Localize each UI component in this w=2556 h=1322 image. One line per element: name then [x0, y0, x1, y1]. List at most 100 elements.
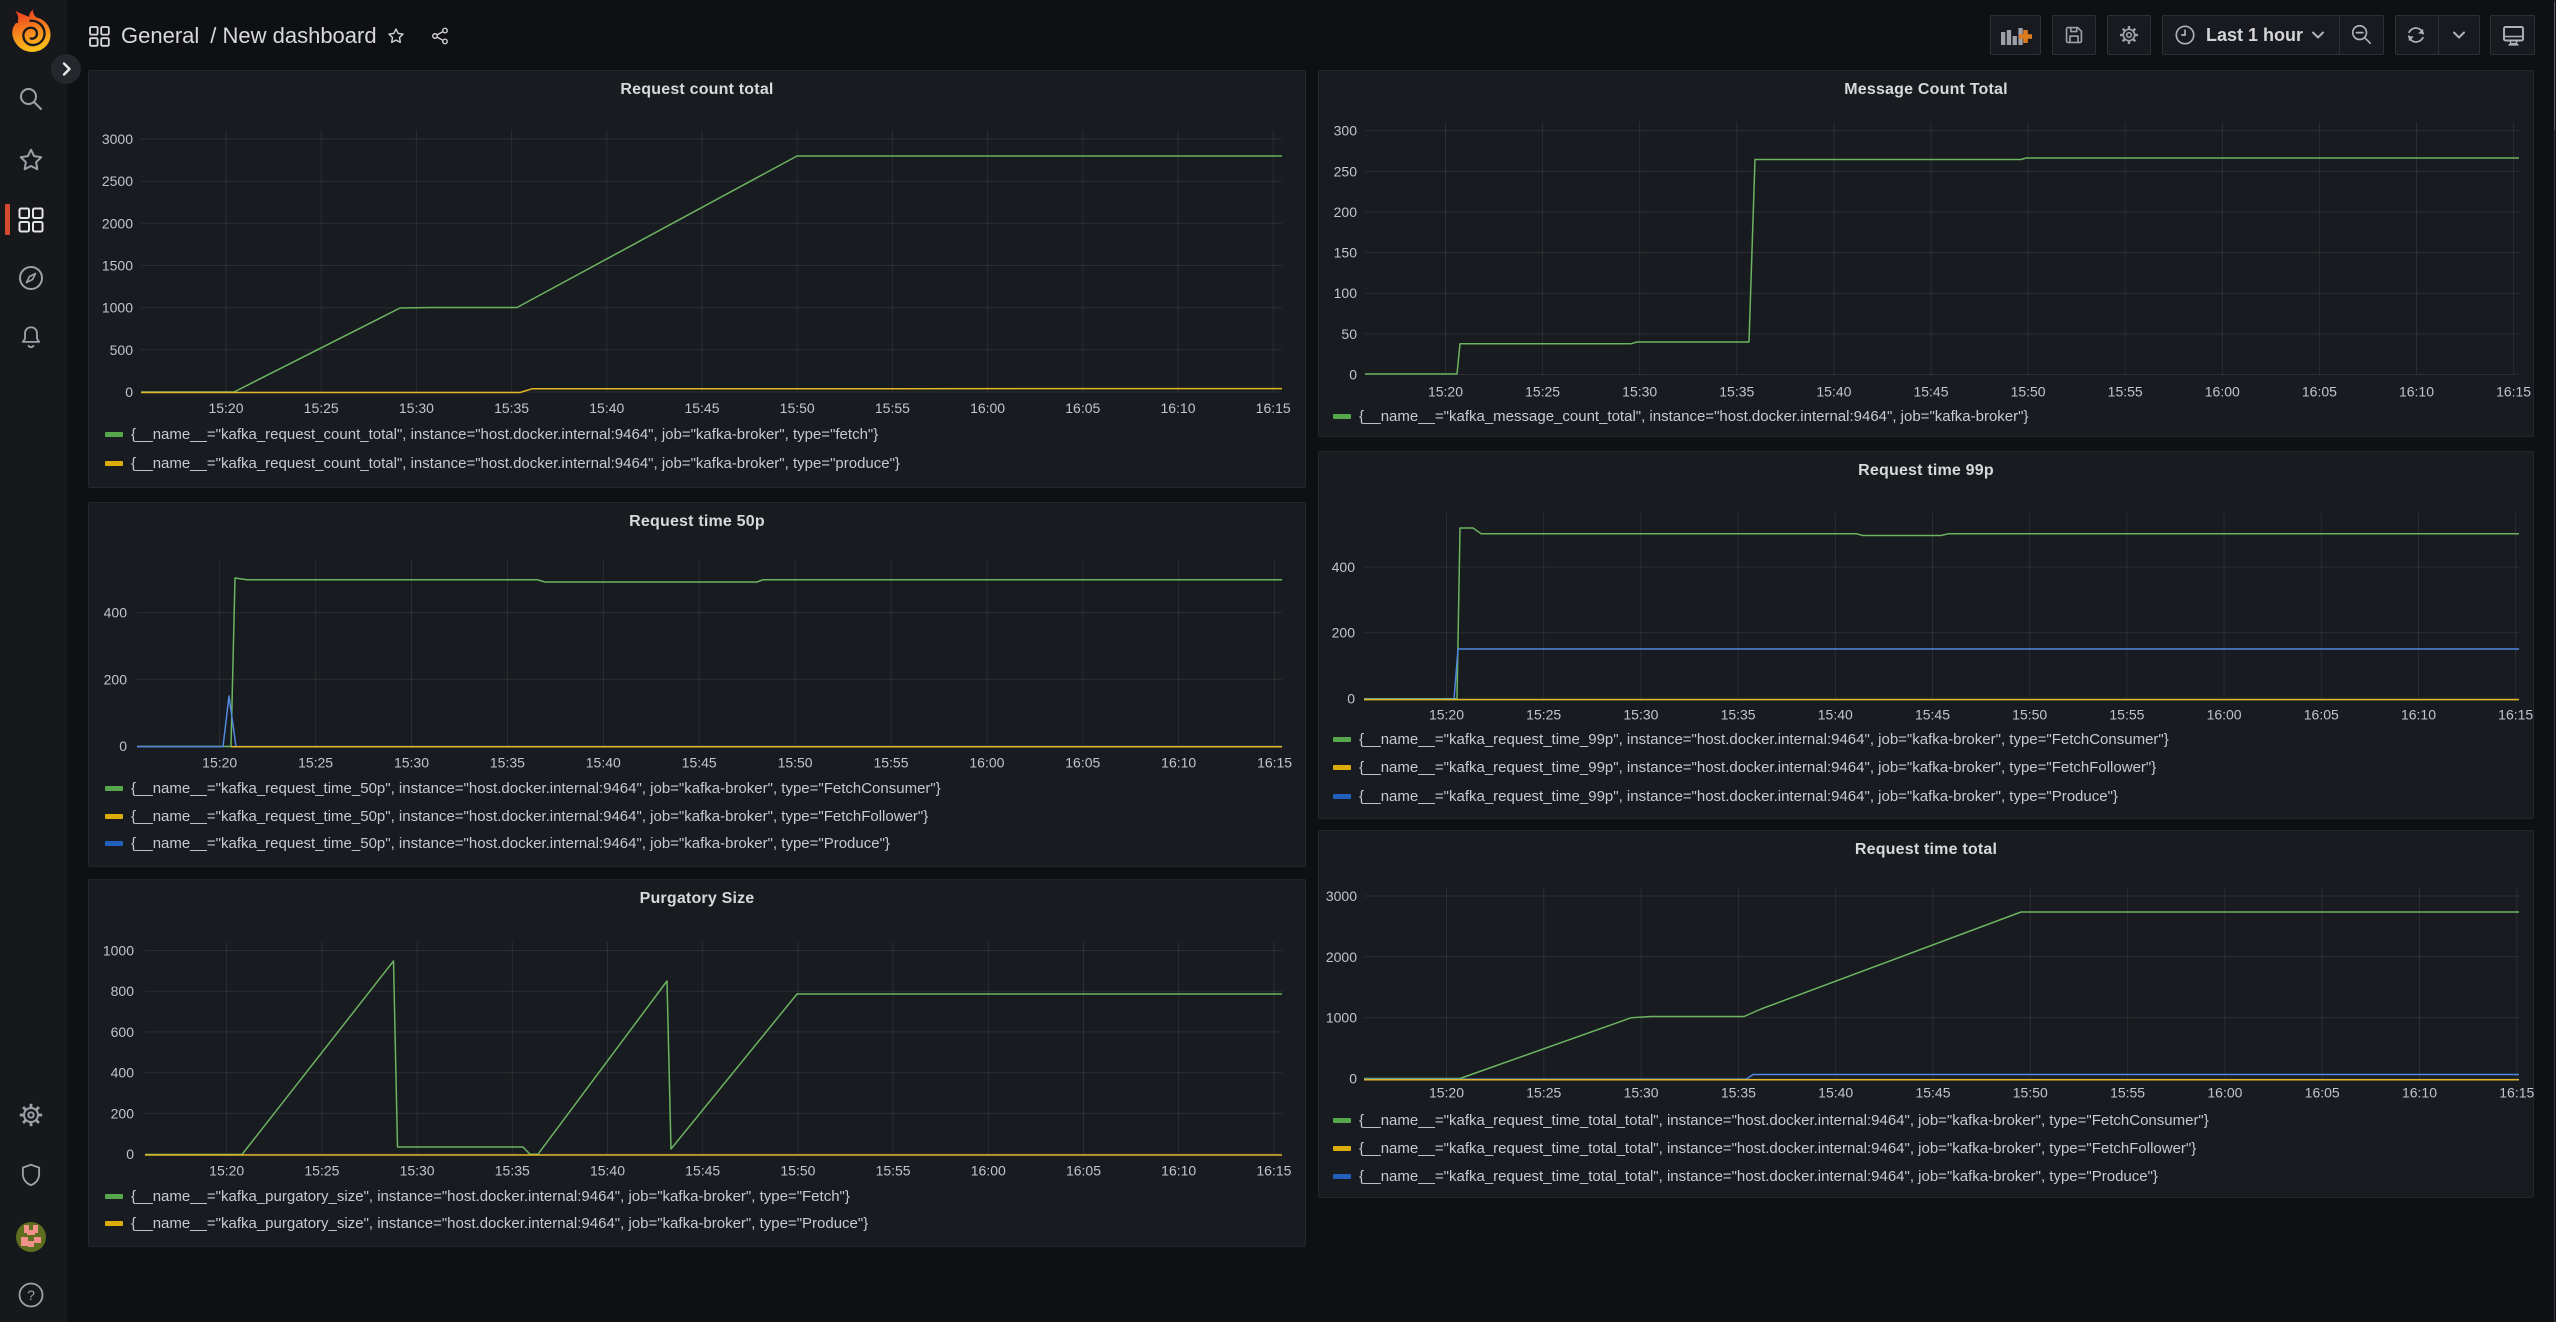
- svg-text:2000: 2000: [102, 215, 133, 231]
- svg-text:15:25: 15:25: [304, 1163, 339, 1179]
- svg-text:250: 250: [1334, 163, 1358, 179]
- svg-text:15:30: 15:30: [399, 400, 434, 416]
- svg-text:15:30: 15:30: [400, 1163, 435, 1179]
- svg-text:15:55: 15:55: [2110, 1085, 2145, 1101]
- svg-text:16:05: 16:05: [2304, 707, 2339, 723]
- svg-text:15:45: 15:45: [1915, 707, 1950, 723]
- svg-text:16:15: 16:15: [1256, 1163, 1291, 1179]
- svg-text:15:35: 15:35: [495, 1163, 530, 1179]
- svg-text:15:20: 15:20: [209, 1163, 244, 1179]
- svg-text:16:05: 16:05: [2305, 1085, 2340, 1101]
- svg-text:15:30: 15:30: [1624, 1085, 1659, 1101]
- svg-text:16:00: 16:00: [2205, 384, 2240, 400]
- svg-text:1000: 1000: [103, 943, 134, 959]
- svg-text:3000: 3000: [102, 131, 133, 147]
- svg-text:16:15: 16:15: [2496, 384, 2531, 400]
- svg-text:200: 200: [111, 1105, 135, 1121]
- svg-text:16:00: 16:00: [2207, 1085, 2242, 1101]
- svg-text:16:05: 16:05: [1066, 1163, 1101, 1179]
- svg-text:0: 0: [1349, 367, 1357, 383]
- svg-text:0: 0: [1349, 1070, 1357, 1086]
- svg-text:15:20: 15:20: [208, 400, 243, 416]
- svg-text:15:20: 15:20: [1428, 384, 1463, 400]
- svg-text:16:15: 16:15: [1257, 755, 1292, 771]
- svg-text:16:05: 16:05: [2302, 384, 2337, 400]
- svg-text:2500: 2500: [102, 173, 133, 189]
- svg-text:15:50: 15:50: [2012, 707, 2047, 723]
- svg-text:500: 500: [110, 342, 134, 358]
- svg-text:15:50: 15:50: [2013, 1085, 2048, 1101]
- svg-text:15:40: 15:40: [1818, 1085, 1853, 1101]
- svg-text:15:20: 15:20: [202, 755, 237, 771]
- svg-text:1000: 1000: [102, 300, 133, 316]
- svg-text:15:20: 15:20: [1429, 707, 1464, 723]
- svg-text:15:50: 15:50: [2011, 384, 2046, 400]
- svg-text:50: 50: [1341, 326, 1357, 342]
- svg-text:0: 0: [125, 384, 133, 400]
- svg-text:15:50: 15:50: [780, 400, 815, 416]
- svg-text:15:25: 15:25: [1526, 1085, 1561, 1101]
- svg-text:16:10: 16:10: [2399, 384, 2434, 400]
- svg-text:15:25: 15:25: [1526, 707, 1561, 723]
- svg-text:16:00: 16:00: [969, 755, 1004, 771]
- svg-text:15:30: 15:30: [1622, 384, 1657, 400]
- svg-text:15:45: 15:45: [685, 1163, 720, 1179]
- svg-text:15:55: 15:55: [2109, 707, 2144, 723]
- svg-text:15:55: 15:55: [875, 400, 910, 416]
- svg-text:2000: 2000: [1326, 949, 1357, 965]
- svg-text:1500: 1500: [102, 258, 133, 274]
- svg-text:1000: 1000: [1326, 1010, 1357, 1026]
- svg-text:16:15: 16:15: [2499, 1085, 2534, 1101]
- svg-text:15:40: 15:40: [1818, 707, 1853, 723]
- svg-text:15:25: 15:25: [304, 400, 339, 416]
- svg-text:0: 0: [126, 1146, 134, 1162]
- svg-text:200: 200: [1334, 204, 1358, 220]
- svg-text:16:00: 16:00: [971, 1163, 1006, 1179]
- svg-text:15:40: 15:40: [1816, 384, 1851, 400]
- svg-text:16:10: 16:10: [1160, 400, 1195, 416]
- svg-text:16:05: 16:05: [1065, 755, 1100, 771]
- svg-text:15:45: 15:45: [1913, 384, 1948, 400]
- svg-text:16:00: 16:00: [970, 400, 1005, 416]
- svg-text:15:45: 15:45: [684, 400, 719, 416]
- svg-text:15:45: 15:45: [682, 755, 717, 771]
- svg-text:15:40: 15:40: [590, 1163, 625, 1179]
- svg-text:16:15: 16:15: [2498, 707, 2533, 723]
- svg-text:800: 800: [111, 983, 135, 999]
- svg-text:15:20: 15:20: [1429, 1085, 1464, 1101]
- svg-text:15:55: 15:55: [876, 1163, 911, 1179]
- svg-text:15:50: 15:50: [778, 755, 813, 771]
- svg-text:200: 200: [104, 671, 128, 687]
- svg-text:15:35: 15:35: [490, 755, 525, 771]
- svg-text:400: 400: [104, 605, 128, 621]
- svg-text:15:55: 15:55: [873, 755, 908, 771]
- svg-text:16:05: 16:05: [1065, 400, 1100, 416]
- svg-text:3000: 3000: [1326, 888, 1357, 904]
- svg-text:15:45: 15:45: [1915, 1085, 1950, 1101]
- svg-text:15:35: 15:35: [1721, 707, 1756, 723]
- svg-text:0: 0: [119, 738, 127, 754]
- svg-text:?: ?: [27, 1287, 35, 1303]
- svg-text:400: 400: [1332, 559, 1356, 575]
- svg-text:15:40: 15:40: [589, 400, 624, 416]
- svg-text:15:30: 15:30: [1623, 707, 1658, 723]
- svg-text:15:25: 15:25: [1525, 384, 1560, 400]
- svg-text:400: 400: [111, 1065, 135, 1081]
- svg-text:16:10: 16:10: [2401, 707, 2436, 723]
- svg-text:16:10: 16:10: [1161, 1163, 1196, 1179]
- svg-text:150: 150: [1334, 245, 1358, 261]
- svg-text:15:40: 15:40: [586, 755, 621, 771]
- svg-text:300: 300: [1334, 123, 1358, 139]
- svg-text:15:35: 15:35: [1721, 1085, 1756, 1101]
- svg-text:15:35: 15:35: [1719, 384, 1754, 400]
- svg-text:600: 600: [111, 1024, 135, 1040]
- svg-text:16:00: 16:00: [2207, 707, 2242, 723]
- svg-text:15:30: 15:30: [394, 755, 429, 771]
- svg-text:15:55: 15:55: [2108, 384, 2143, 400]
- svg-text:200: 200: [1332, 625, 1356, 641]
- svg-text:15:50: 15:50: [780, 1163, 815, 1179]
- svg-text:15:25: 15:25: [298, 755, 333, 771]
- svg-text:16:10: 16:10: [2402, 1085, 2437, 1101]
- svg-text:0: 0: [1347, 690, 1355, 706]
- svg-text:16:10: 16:10: [1161, 755, 1196, 771]
